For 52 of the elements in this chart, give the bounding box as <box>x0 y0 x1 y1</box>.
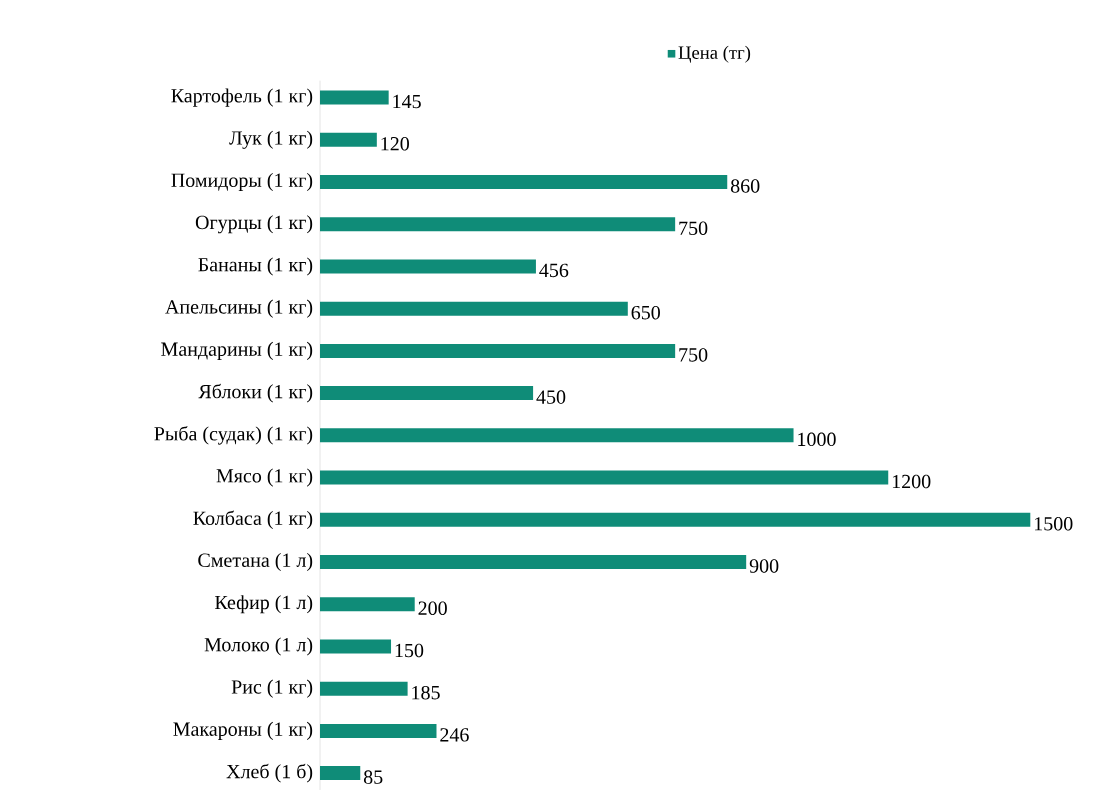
data-label: 860 <box>730 179 760 193</box>
y-tick-label: Кефир (1 л) <box>215 595 313 614</box>
y-tick-label: Молоко (1 л) <box>204 637 313 656</box>
bar <box>320 301 628 316</box>
data-label: 85 <box>363 770 383 784</box>
legend-label: Цена (тг) <box>678 45 751 63</box>
y-tick-label: Лук (1 кг) <box>229 130 313 149</box>
data-label: 200 <box>418 601 447 615</box>
y-tick-label: Сметана (1 л) <box>198 552 313 572</box>
bar <box>320 175 728 189</box>
data-label: 450 <box>536 390 566 404</box>
bar <box>320 428 794 443</box>
y-tick-label: Бананы (1 кг) <box>198 257 313 276</box>
y-tick-label: Рис (1 кг) <box>231 679 313 698</box>
bar <box>320 470 889 485</box>
y-tick-label: Картофель (1 кг) <box>171 88 313 107</box>
bar <box>320 639 392 654</box>
data-label: 185 <box>412 685 440 700</box>
bar <box>320 217 676 232</box>
y-tick-label: Апельсины (1 кг) <box>165 299 313 318</box>
y-tick-label: Колбаса (1 кг) <box>193 510 313 530</box>
y-tick-label: Хлеб (1 б) <box>226 763 313 783</box>
data-label: 750 <box>679 348 708 362</box>
y-tick-label: Макароны (1 кг) <box>173 721 313 740</box>
y-tick-label: Мясо (1 кг) <box>216 468 313 487</box>
data-label: 246 <box>440 728 469 742</box>
y-tick-label: Яблоки (1 кг) <box>198 383 313 403</box>
data-label: 1200 <box>892 474 931 489</box>
bar <box>320 681 408 696</box>
bar <box>320 386 534 401</box>
bar <box>320 723 437 738</box>
y-tick-label: Мандарины (1 кг) <box>161 341 313 360</box>
bar <box>320 90 389 105</box>
y-tick-label: Рыба (судак) (1 кг) <box>154 426 313 445</box>
data-label: 120 <box>381 137 409 151</box>
data-label: 1000 <box>798 432 836 447</box>
data-label: 750 <box>679 221 708 235</box>
y-tick-label: Помидоры (1 кг) <box>171 172 313 192</box>
bar <box>320 554 747 569</box>
bar <box>320 343 676 358</box>
bar <box>320 597 415 612</box>
data-label: 650 <box>631 305 660 320</box>
data-label: 145 <box>393 94 421 109</box>
data-label: 900 <box>749 559 779 573</box>
bar <box>320 259 536 274</box>
data-label: 1500 <box>1035 517 1073 531</box>
bar <box>320 132 377 147</box>
y-tick-label: Огурцы (1 кг) <box>195 215 313 234</box>
data-label: 456 <box>539 263 569 278</box>
data-label: 150 <box>395 643 424 658</box>
bar <box>320 512 1031 527</box>
bar <box>320 766 361 781</box>
